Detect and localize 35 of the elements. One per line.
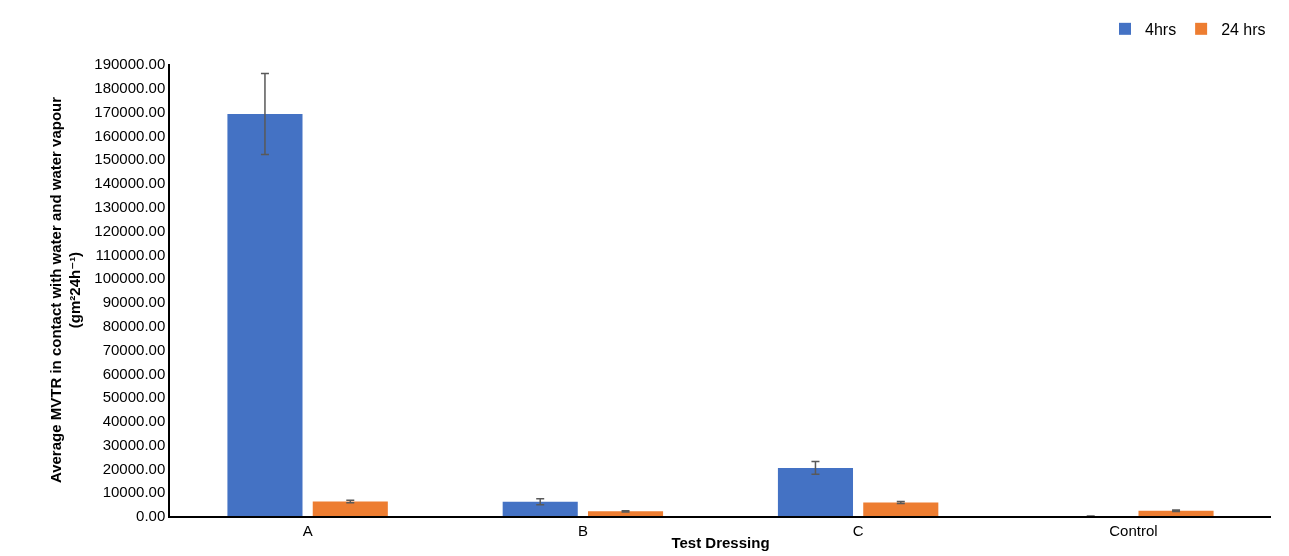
x-tick-label: Control: [1109, 521, 1158, 539]
x-tick-label: C: [852, 521, 864, 539]
y-tick-label: 10000.00: [102, 483, 166, 501]
bar: [863, 502, 939, 516]
y-tick-label: 130000.00: [94, 197, 166, 215]
bar: [502, 501, 578, 516]
y-tick-label: 0.00: [136, 507, 166, 525]
legend-label: 4hrs: [1145, 21, 1177, 39]
y-tick-label: 70000.00: [102, 340, 166, 358]
bar: [587, 511, 664, 516]
bar: [1138, 510, 1214, 516]
y-tick-label: 80000.00: [102, 316, 166, 334]
bar: [227, 113, 303, 516]
y-tick-label: 140000.00: [94, 174, 166, 192]
y-tick-label: 100000.00: [94, 269, 166, 287]
y-tick-label: 60000.00: [102, 364, 166, 382]
legend-label: 24 hrs: [1221, 21, 1266, 39]
y-tick-label: 90000.00: [102, 293, 166, 311]
y-tick-label: 150000.00: [94, 150, 166, 168]
x-axis-title: Test Dressing: [671, 534, 770, 552]
y-tick-label: 170000.00: [94, 102, 166, 120]
x-tick-label: B: [577, 521, 588, 539]
y-tick-label: 50000.00: [102, 388, 166, 406]
y-tick-label: 30000.00: [102, 435, 166, 453]
y-tick-label: 120000.00: [94, 221, 166, 239]
y-tick-label: 190000.00: [94, 55, 166, 73]
y-axis-title: Average MVTR in contact with water and water vapour (gm²24h⁻¹): [46, 96, 84, 484]
y-tick-label: 40000.00: [102, 412, 166, 430]
bar: [777, 467, 854, 516]
x-tick-label: A: [302, 521, 313, 539]
y-tick-label: 180000.00: [94, 79, 166, 97]
y-tick-label: 110000.00: [95, 245, 166, 263]
bar: [312, 501, 388, 516]
y-tick-label: 20000.00: [102, 459, 166, 477]
y-tick-label: 160000.00: [94, 126, 166, 144]
